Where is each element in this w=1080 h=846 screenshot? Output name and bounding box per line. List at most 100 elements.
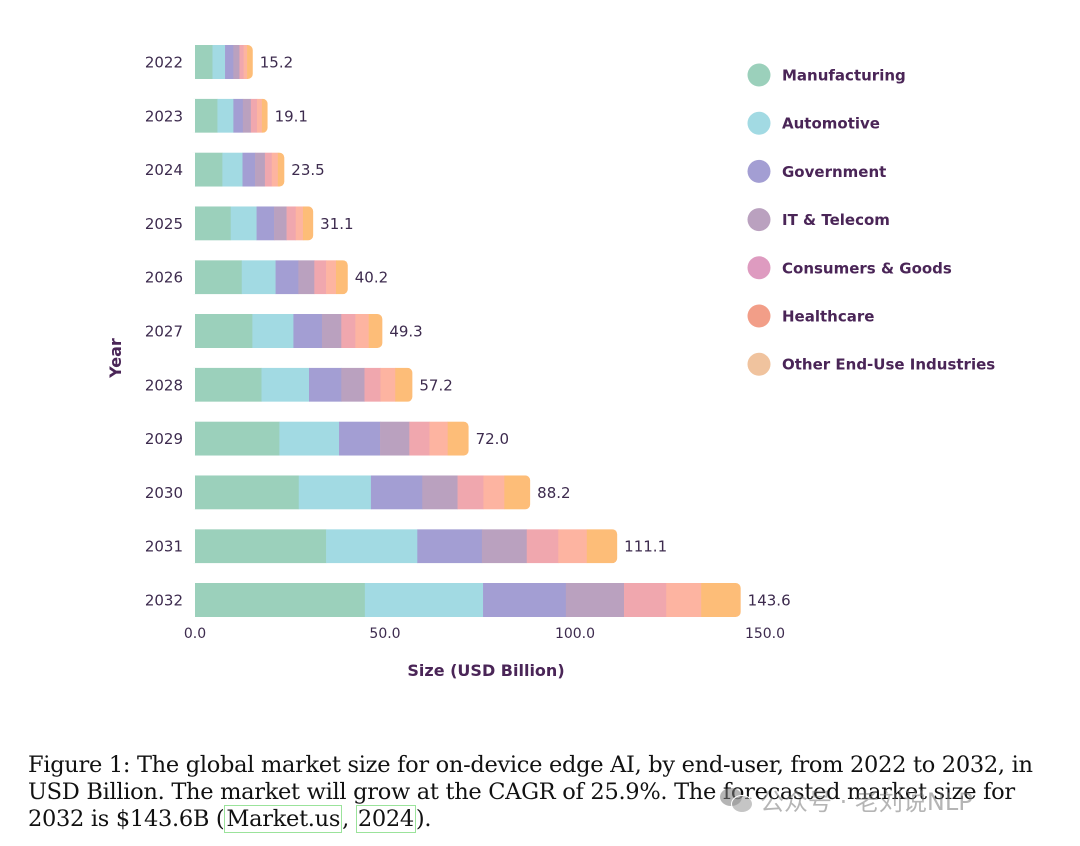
bar-segment-healthcare-2030 bbox=[483, 475, 505, 510]
y-tick-labels: 2022 2023 2024 2025 2026 2027 2028 2029 2030 2031… bbox=[145, 54, 183, 610]
bar-segment-other-end-use-industries-2032 bbox=[701, 583, 741, 617]
bar-segment-other-end-use-industries-2024 bbox=[277, 152, 285, 187]
bar-left-edge bbox=[189, 421, 195, 456]
bar-2030 bbox=[189, 475, 531, 510]
caption-line-3-suffix: ). bbox=[415, 806, 432, 832]
bar-segment-automotive-2028 bbox=[261, 367, 310, 402]
legend-item-other-end-use-industries: Other End-Use Industries bbox=[747, 352, 995, 376]
bar-segment-healthcare-2031 bbox=[558, 529, 588, 564]
caption-line-3: 2032 is $143.6B (Market.us, 2024). bbox=[28, 805, 1068, 833]
bar-segment-consumers-goods-2031 bbox=[526, 529, 559, 564]
legend-label: Healthcare bbox=[782, 308, 874, 326]
bar-segment-healthcare-2023 bbox=[256, 98, 263, 133]
bar-segment-government-2026 bbox=[275, 260, 299, 295]
bar-segment-automotive-2027 bbox=[252, 314, 294, 348]
legend-swatch bbox=[747, 304, 771, 328]
bar-left-edge bbox=[189, 206, 195, 241]
caption-line-2: USD Billion. The market will grow at the… bbox=[28, 779, 1015, 805]
value-label: 49.3 bbox=[389, 323, 422, 341]
bar-segment-other-end-use-industries-2027 bbox=[368, 314, 383, 348]
bar-segment-government-2023 bbox=[233, 98, 244, 133]
y-tick-label: 2026 bbox=[145, 269, 183, 287]
bar-segment-automotive-2023 bbox=[217, 98, 234, 133]
bar-segment-automotive-2026 bbox=[241, 260, 276, 295]
bar-segment-other-end-use-industries-2031 bbox=[586, 529, 618, 564]
legend-item-manufacturing: Manufacturing bbox=[747, 63, 906, 87]
bar-segment-healthcare-2028 bbox=[380, 367, 396, 402]
bar-2024 bbox=[189, 152, 285, 187]
bar-segment-consumers-goods-2022 bbox=[239, 45, 244, 79]
bar-segment-manufacturing-2025 bbox=[189, 206, 232, 241]
bar-segment-manufacturing-2031 bbox=[189, 529, 327, 564]
legend-label: IT & Telecom bbox=[782, 211, 890, 229]
bar-segment-other-end-use-industries-2023 bbox=[261, 98, 268, 133]
bar-segment-government-2032 bbox=[483, 583, 567, 617]
bar-segment-government-2025 bbox=[256, 206, 275, 241]
x-tick-labels: 0.0 50.0 100.0 150.0 bbox=[184, 626, 785, 642]
bar-segment-other-end-use-industries-2029 bbox=[447, 421, 469, 456]
stacked-bar-chart: 2022 2023 2024 2025 2026 2027 2028 2029 2030 2031… bbox=[106, 45, 995, 680]
bar-segment-other-end-use-industries-2025 bbox=[302, 206, 314, 241]
value-label: 31.1 bbox=[320, 215, 353, 233]
bar-segment-it-telecom-2025 bbox=[274, 206, 287, 241]
bar-left-edge bbox=[189, 314, 195, 348]
bar-left-edge bbox=[189, 98, 195, 133]
bar-segment-government-2029 bbox=[339, 421, 381, 456]
bar-segment-manufacturing-2029 bbox=[189, 421, 280, 456]
bar-2031 bbox=[189, 529, 618, 564]
bar-left-edge bbox=[189, 260, 195, 295]
legend-item-government: Government bbox=[747, 159, 886, 183]
citation-year-link[interactable]: 2024 bbox=[355, 805, 416, 833]
bar-left-edge bbox=[189, 45, 195, 79]
bar-segment-consumers-goods-2026 bbox=[314, 260, 327, 295]
bar-segment-it-telecom-2029 bbox=[380, 421, 410, 456]
value-label: 88.2 bbox=[537, 484, 570, 502]
bar-segment-consumers-goods-2024 bbox=[264, 152, 273, 187]
citation-source-link[interactable]: Market.us bbox=[224, 805, 343, 833]
figure-caption: Figure 1: The global market size for on-… bbox=[28, 752, 1068, 833]
legend: Manufacturing Automotive Government IT & Te… bbox=[747, 63, 995, 376]
bar-2032 bbox=[189, 583, 741, 617]
bar-segment-other-end-use-industries-2028 bbox=[395, 367, 413, 402]
bar-segment-healthcare-2022 bbox=[243, 45, 248, 79]
legend-label: Other End-Use Industries bbox=[782, 356, 995, 374]
value-label: 19.1 bbox=[275, 107, 308, 125]
bar-segment-it-telecom-2024 bbox=[255, 152, 266, 187]
legend-item-healthcare: Healthcare bbox=[747, 304, 874, 328]
bar-2027 bbox=[189, 314, 383, 348]
bar-segment-consumers-goods-2030 bbox=[457, 475, 484, 510]
legend-label: Consumers & Goods bbox=[782, 259, 952, 277]
bar-segment-automotive-2029 bbox=[279, 421, 340, 456]
bar-segment-government-2030 bbox=[370, 475, 423, 510]
legend-item-consumers-goods: Consumers & Goods bbox=[747, 256, 952, 280]
value-label: 143.6 bbox=[748, 592, 791, 610]
y-tick-label: 2031 bbox=[145, 538, 183, 556]
x-axis-title: Size (USD Billion) bbox=[407, 661, 564, 680]
bar-segment-it-telecom-2026 bbox=[298, 260, 315, 295]
bar-segment-consumers-goods-2029 bbox=[409, 421, 430, 456]
bar-segment-consumers-goods-2027 bbox=[341, 314, 356, 348]
bar-segment-automotive-2025 bbox=[230, 206, 257, 241]
bar-segment-government-2022 bbox=[225, 45, 234, 79]
bar-left-edge bbox=[189, 152, 195, 187]
legend-swatch bbox=[747, 352, 771, 376]
bar-segment-consumers-goods-2028 bbox=[364, 367, 381, 402]
bar-2028 bbox=[189, 367, 413, 402]
bar-2023 bbox=[189, 98, 268, 133]
bar-segment-government-2024 bbox=[242, 152, 256, 187]
bar-2025 bbox=[189, 206, 314, 241]
y-tick-label: 2028 bbox=[145, 376, 183, 394]
legend-label: Manufacturing bbox=[782, 67, 906, 85]
y-tick-label: 2032 bbox=[145, 592, 183, 610]
bar-segment-government-2027 bbox=[293, 314, 323, 348]
x-tick-label: 100.0 bbox=[555, 626, 595, 642]
bar-segment-government-2028 bbox=[309, 367, 342, 402]
y-tick-label: 2027 bbox=[145, 323, 183, 341]
legend-item-automotive: Automotive bbox=[747, 111, 880, 135]
bar-segment-healthcare-2026 bbox=[326, 260, 337, 295]
value-label: 111.1 bbox=[624, 538, 667, 556]
bar-segment-other-end-use-industries-2026 bbox=[335, 260, 348, 295]
value-labels: 15.2 19.1 23.5 31.1 40.2 49.3 57.2 72.0 88.2 111.… bbox=[260, 54, 791, 610]
bar-segment-healthcare-2025 bbox=[295, 206, 304, 241]
value-label: 72.0 bbox=[476, 430, 509, 448]
